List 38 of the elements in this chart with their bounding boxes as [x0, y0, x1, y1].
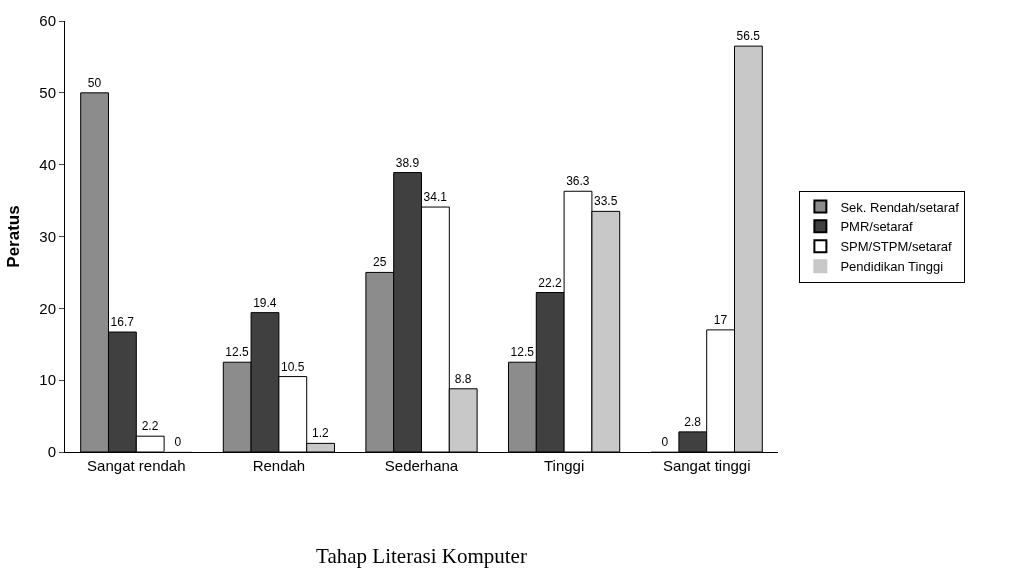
y-tick-label: 30: [39, 227, 56, 245]
data-label: 34.1: [423, 190, 448, 205]
data-label: 33.5: [593, 194, 618, 209]
x-axis-title: Tahap Literasi Komputer: [316, 544, 527, 569]
x-tick-label: Sangat rendah: [87, 457, 186, 474]
legend-label: Pendidikan Tinggi: [840, 259, 944, 275]
data-label: 2.2: [141, 419, 159, 434]
data-label: 56.5: [736, 29, 761, 44]
legend-label: PMR/setaraf: [840, 219, 914, 235]
data-label: 25: [372, 255, 387, 270]
y-tick-label: 60: [39, 12, 56, 30]
data-label: 16.7: [110, 315, 135, 330]
data-label: 0: [661, 435, 669, 449]
data-label: 12.5: [510, 345, 535, 360]
y-tick-label: 20: [39, 299, 56, 317]
data-label: 2.8: [684, 414, 702, 429]
y-axis-title: Peratus: [3, 205, 23, 268]
data-label: 10.5: [280, 359, 305, 374]
legend-label: SPM/STPM/setaraf: [840, 239, 953, 255]
y-tick-label: 10: [39, 371, 56, 389]
data-label: 38.9: [395, 155, 420, 170]
data-label: 17: [713, 312, 728, 327]
data-label: 12.5: [225, 345, 250, 360]
x-tick-label: Rendah: [252, 457, 306, 474]
y-tick-label: 0: [47, 443, 56, 461]
data-label: 1.2: [312, 426, 330, 441]
data-label: 8.8: [454, 371, 472, 386]
x-tick-label: Sederhana: [384, 457, 459, 474]
data-label: 36.3: [566, 174, 590, 189]
data-label: 0: [174, 435, 182, 449]
data-label: 50: [87, 75, 102, 90]
x-tick-label: Tinggi: [543, 457, 585, 474]
legend-label: Sek. Rendah/setaraf: [840, 199, 960, 215]
y-tick-label: 50: [39, 84, 56, 102]
data-label: 22.2: [538, 275, 563, 290]
data-label: 19.4: [253, 295, 277, 310]
x-tick-label: Sangat tinggi: [662, 457, 751, 474]
y-tick-label: 40: [39, 155, 56, 173]
